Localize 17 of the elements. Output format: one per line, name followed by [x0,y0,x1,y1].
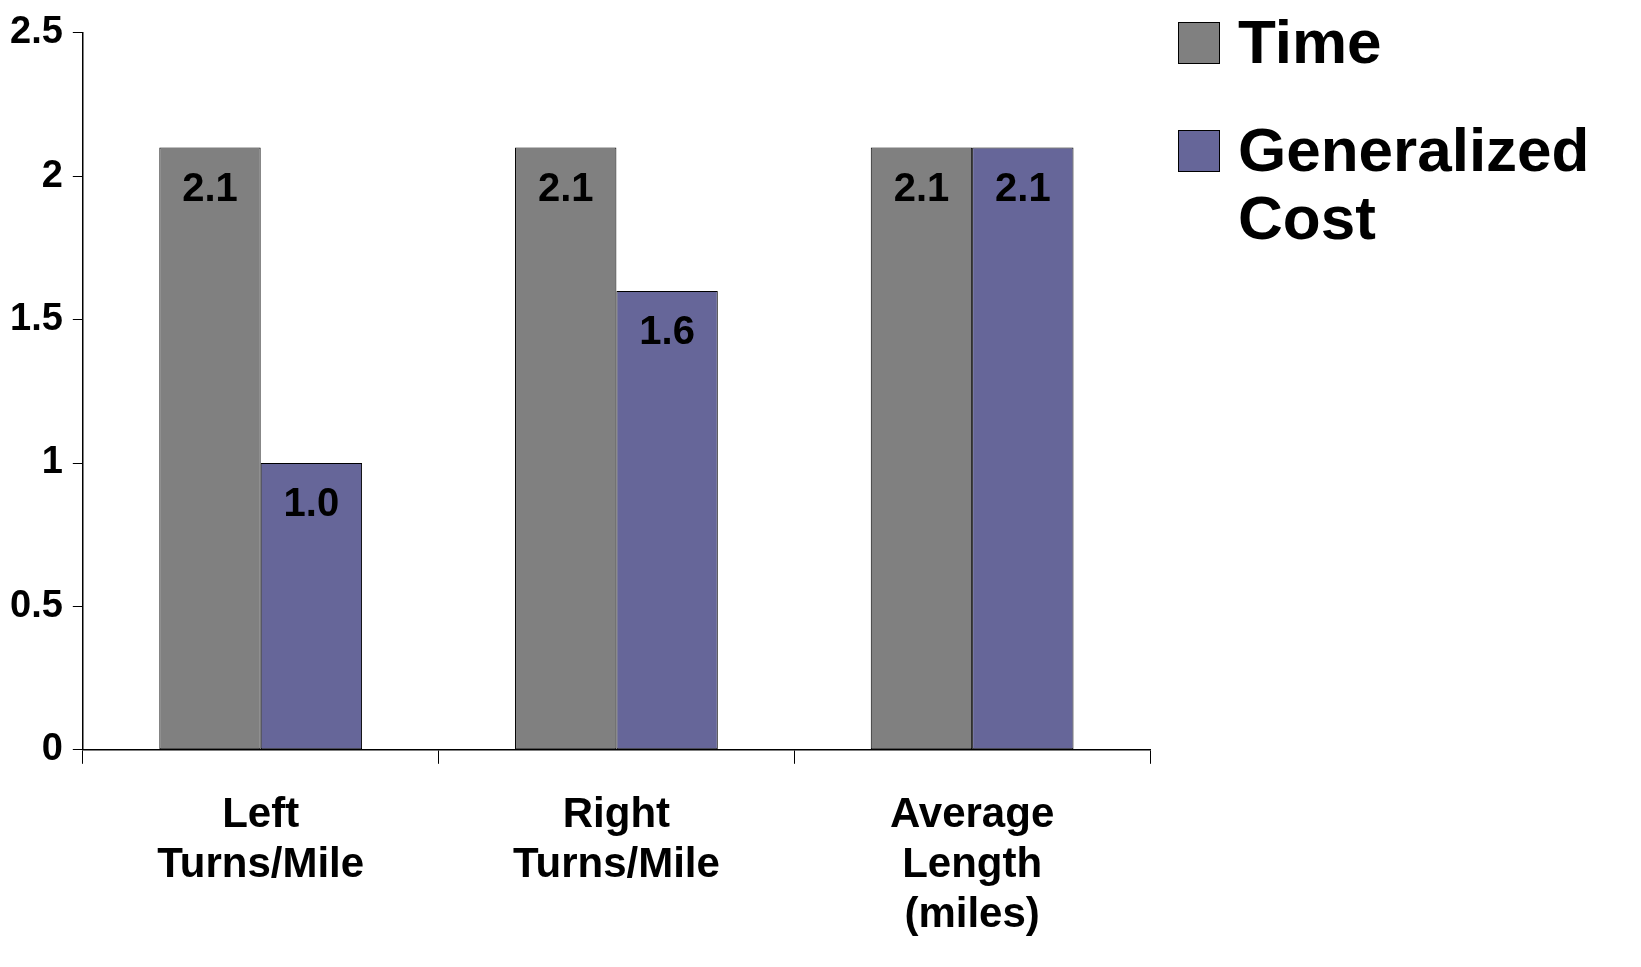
y-tick-label: 2 [41,152,63,195]
y-tick-label: 1 [41,439,63,482]
legend-label: Generalized Cost [1238,115,1591,253]
data-label: 2.1 [893,164,950,209]
data-label: 2.1 [537,164,594,209]
y-tick-label: 2.5 [10,9,63,52]
legend-label: Time [1238,7,1383,77]
y-tick-label: 0 [41,726,63,769]
x-tick-label: Average Length (miles) [890,788,1055,937]
data-label: 1.0 [283,480,340,525]
data-label: 1.6 [639,307,695,352]
y-tick-label: 0.5 [10,582,63,625]
data-label: 2.1 [182,164,238,209]
x-tick-label: Right Turns/Mile [512,788,720,886]
data-label: 2.1 [995,164,1051,209]
x-tick-label: Left Turns/Mile [157,788,365,886]
y-tick-label: 1.5 [10,296,63,339]
